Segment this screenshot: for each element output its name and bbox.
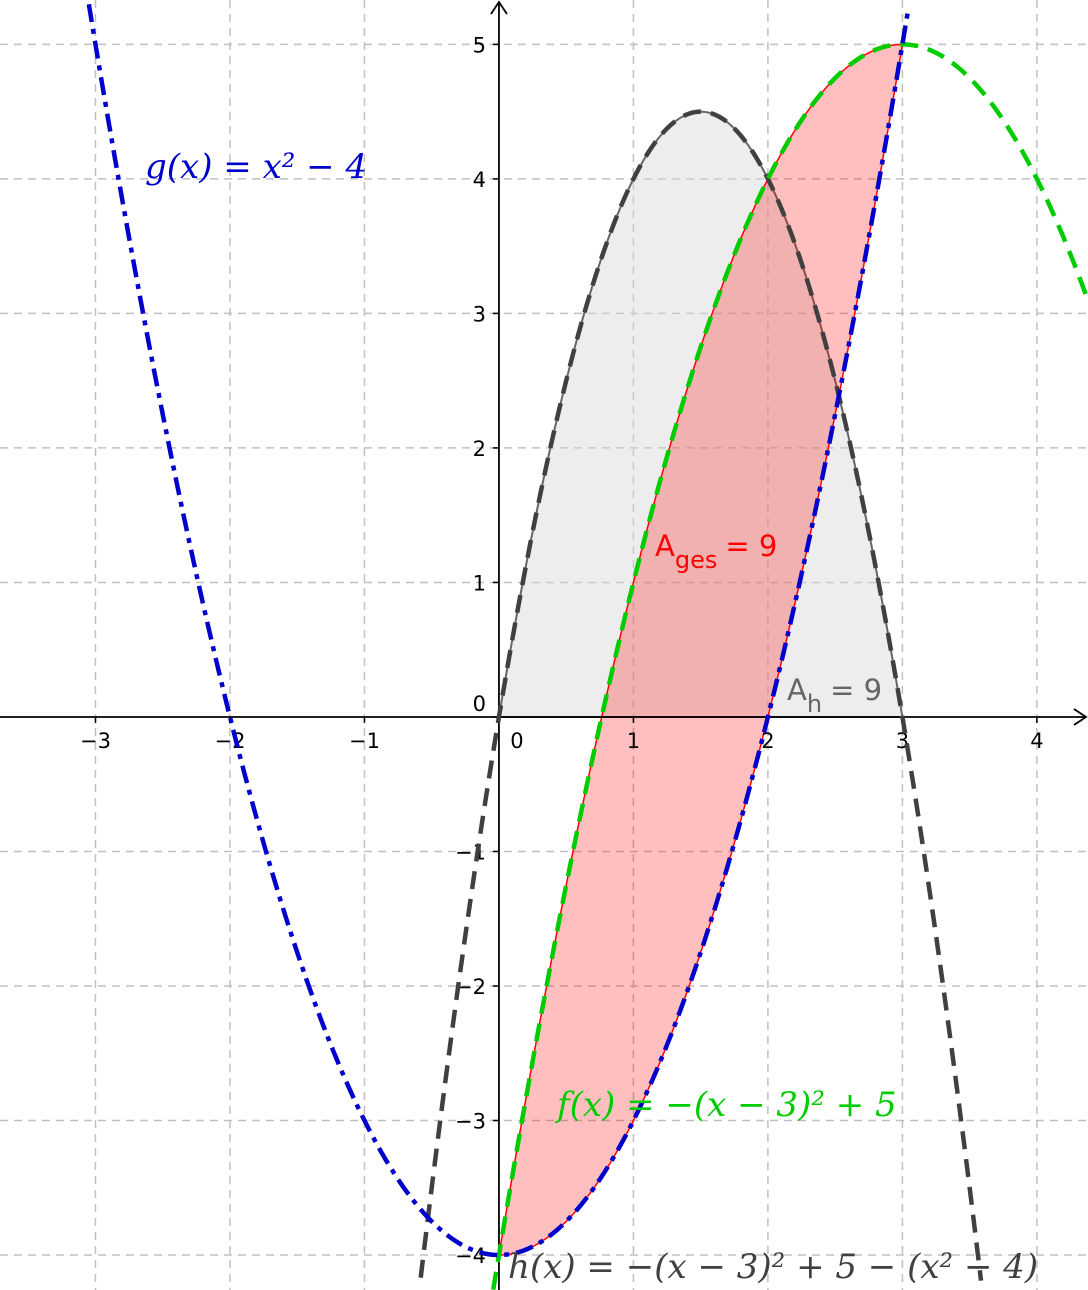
x-tick-label: 4 bbox=[1030, 729, 1043, 753]
shaded-areas bbox=[497, 43, 904, 1256]
g-curve bbox=[86, 3, 911, 1258]
f-function-label: f(x) = −(x − 3)² + 5 bbox=[554, 1085, 897, 1125]
y-tick-label: 1 bbox=[473, 571, 486, 595]
area-ges-label: Ages = 9 bbox=[655, 529, 777, 574]
area-h-label: Ah = 9 bbox=[787, 673, 882, 718]
area-h-main: A bbox=[787, 673, 807, 707]
x-tick-label: −3 bbox=[80, 729, 111, 753]
x-tick-label: 1 bbox=[627, 729, 640, 753]
area-ges-main: A bbox=[655, 529, 675, 563]
area-h-value: = 9 bbox=[830, 673, 882, 707]
x-tick-label: 0 bbox=[510, 729, 523, 753]
area-ges-value: = 9 bbox=[725, 529, 777, 563]
y-tick-label: −3 bbox=[455, 1110, 486, 1134]
curves bbox=[86, 3, 1088, 1290]
y-tick-label: 5 bbox=[473, 33, 486, 57]
g-function-label: g(x) = x² − 4 bbox=[145, 147, 367, 187]
y-tick-label: −1 bbox=[455, 840, 486, 864]
x-tick-label: −2 bbox=[214, 729, 245, 753]
y-tick-label: 3 bbox=[473, 302, 486, 326]
f-curve bbox=[491, 42, 1088, 1290]
h-function-label: h(x) = −(x − 3)² + 5 − (x² − 4) bbox=[508, 1247, 1038, 1287]
y-tick-label: 0 bbox=[473, 692, 486, 716]
y-tick-label: 2 bbox=[473, 437, 486, 461]
x-tick-label: −1 bbox=[349, 729, 380, 753]
y-axis-arrow-icon bbox=[490, 0, 508, 15]
h-curve bbox=[418, 109, 984, 1281]
area-ges-sub: ges bbox=[675, 546, 718, 574]
x-axis-arrow-icon bbox=[1073, 708, 1088, 726]
x-tick-label: 2 bbox=[761, 729, 774, 753]
y-tick-label: 4 bbox=[473, 168, 486, 192]
area-h-sub: h bbox=[807, 690, 822, 718]
